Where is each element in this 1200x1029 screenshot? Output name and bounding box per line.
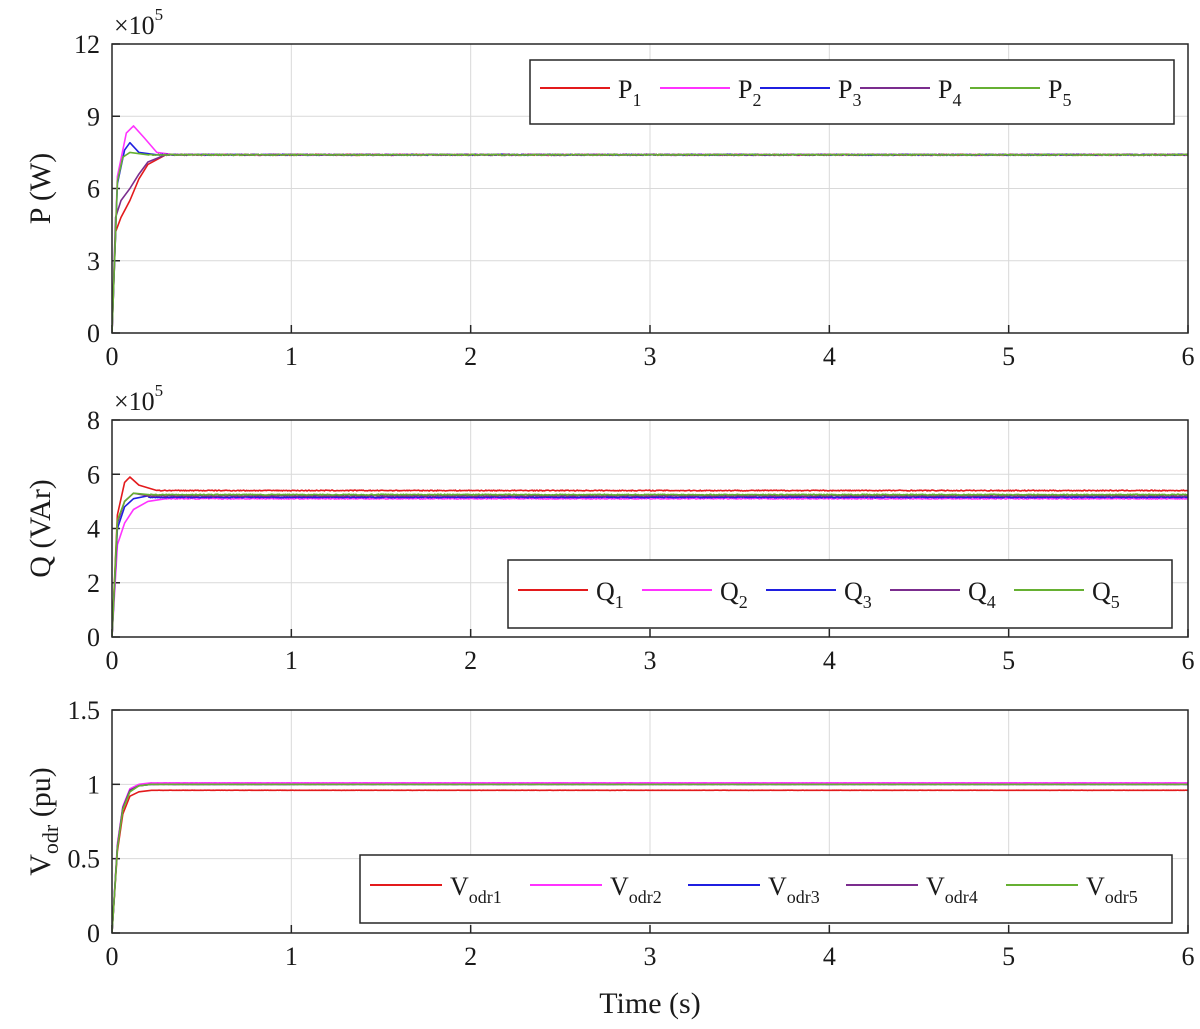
legend-label-subscript: 1 [615, 592, 624, 612]
y-axis-label: Q (VAr) [24, 479, 57, 578]
series-line-q2 [112, 497, 1188, 637]
axis-scale-factor: ×105 [114, 5, 163, 40]
axis-scale-factor: ×105 [114, 381, 163, 416]
legend: Q1 Q2 Q3 Q4 Q5 [507, 559, 1173, 629]
legend-label-subscript: 3 [852, 90, 861, 110]
y-tick-label: 0.5 [68, 845, 101, 874]
legend-label-subscript: 3 [863, 592, 872, 612]
x-axis-label: Time (s) [599, 987, 700, 1020]
axes-frame [111, 43, 1189, 334]
axis-scale-exponent: 5 [155, 5, 164, 24]
y-tick-label: 6 [87, 175, 100, 204]
x-tick-label: 6 [1182, 646, 1195, 675]
legend-label-subscript: 5 [1062, 90, 1071, 110]
x-tick-label: 0 [106, 342, 119, 371]
series-line-q3 [112, 495, 1188, 637]
x-tick-label: 4 [823, 646, 836, 675]
y-axis-label: Vodr (pu) [24, 767, 63, 875]
axis-scale-exponent: 5 [155, 381, 164, 400]
x-tick-label: 5 [1002, 342, 1015, 371]
y-tick-label: 6 [87, 460, 100, 489]
y-tick-label: 3 [87, 247, 100, 276]
y-tick-label: 12 [74, 30, 100, 59]
series-group [112, 782, 1188, 933]
legend: P1 P2 P3 P4 P5 [529, 59, 1175, 125]
x-tick-label: 6 [1182, 942, 1195, 971]
legend-label-subscript: 2 [739, 592, 748, 612]
subplot-2: 0 1 2 3 4 5 6 0 2 4 6 8 ×105 Q (VAr) Q1 Q2 Q3 Q4 Q5 [24, 381, 1195, 675]
y-tick-label: 9 [87, 102, 100, 131]
y-tick-label: 2 [87, 569, 100, 598]
legend-label-subscript: odr5 [1105, 887, 1138, 907]
legend: Vodr1 Vodr2 Vodr3 Vodr4 Vodr5 [359, 854, 1173, 924]
legend-label-subscript: odr2 [629, 887, 662, 907]
legend-label-subscript: odr4 [945, 887, 978, 907]
x-tick-label: 0 [106, 942, 119, 971]
x-tick-label: 3 [644, 342, 657, 371]
y-tick-label: 0 [87, 319, 100, 348]
y-tick-label: 0 [87, 919, 100, 948]
x-tick-label: 1 [285, 942, 298, 971]
legend-label-subscript: 2 [752, 90, 761, 110]
subplot-3: 0 1 2 3 4 5 6 0 0.5 1 1.5 Vodr (pu) Time (s) Vodr1 Vod… [24, 696, 1195, 1020]
series-group [112, 125, 1188, 333]
y-tick-label: 1 [87, 770, 100, 799]
series-line-vodr2 [112, 782, 1188, 933]
y-tick-label: 0 [87, 623, 100, 652]
y-axis-label-unit: (pu) [24, 767, 57, 824]
series-line-q5 [112, 492, 1188, 637]
series-group [112, 476, 1188, 637]
x-tick-label: 5 [1002, 942, 1015, 971]
legend-label-subscript: 5 [1111, 592, 1120, 612]
x-tick-label: 4 [823, 942, 836, 971]
axes-frame [111, 709, 1189, 934]
x-tick-label: 0 [106, 646, 119, 675]
legend-label-subscript: odr3 [787, 887, 820, 907]
legend-box [507, 559, 1173, 629]
legend-label-subscript: odr1 [469, 887, 502, 907]
y-tick-label: 1.5 [68, 696, 101, 725]
x-tick-label: 1 [285, 342, 298, 371]
y-axis-label: P (W) [24, 153, 57, 224]
series-line-q1 [112, 476, 1188, 637]
axes-frame [111, 419, 1189, 638]
series-line-p5 [112, 151, 1188, 333]
x-tick-label: 4 [823, 342, 836, 371]
x-tick-label: 6 [1182, 342, 1195, 371]
legend-box [359, 854, 1173, 924]
y-tick-label: 8 [87, 406, 100, 435]
x-tick-label: 5 [1002, 646, 1015, 675]
x-tick-label: 2 [464, 342, 477, 371]
x-tick-label: 3 [644, 646, 657, 675]
legend-label-subscript: 1 [632, 90, 641, 110]
legend-label-subscript: 4 [987, 592, 996, 612]
y-axis-label-subscript: odr [38, 824, 63, 854]
series-line-vodr1 [112, 789, 1188, 933]
x-tick-label: 2 [464, 942, 477, 971]
x-tick-label: 3 [644, 942, 657, 971]
series-line-q4 [112, 492, 1188, 637]
x-tick-label: 2 [464, 646, 477, 675]
y-tick-label: 4 [87, 515, 100, 544]
series-line-vodr5 [112, 783, 1188, 933]
legend-box [529, 59, 1175, 125]
x-tick-label: 1 [285, 646, 298, 675]
legend-label-subscript: 4 [952, 90, 961, 110]
